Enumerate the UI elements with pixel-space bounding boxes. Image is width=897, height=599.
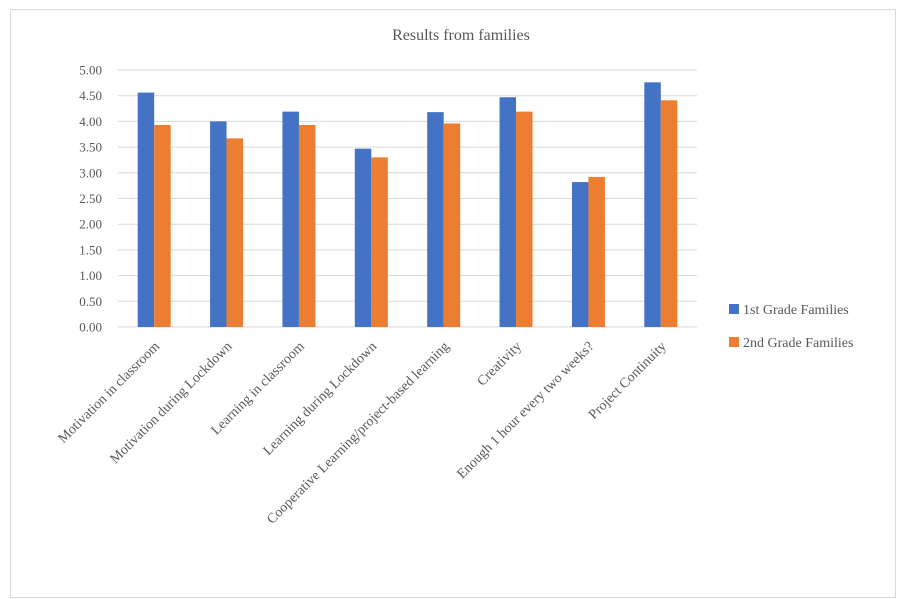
- bars: [137, 82, 678, 328]
- bar-series-2: [298, 124, 316, 327]
- y-axis-tick-labels: 0.00 0.50 1.00 1.50 2.00 2.50 3.00 3.50 4.00 4.50…: [79, 63, 102, 335]
- y-tick-label: 2.50: [79, 191, 102, 206]
- y-tick-label: 4.50: [79, 88, 102, 103]
- x-category-label: Motivation during Lockdown: [108, 339, 236, 467]
- y-tick-label: 4.00: [79, 114, 102, 129]
- bar-series-2: [226, 138, 244, 327]
- bar-series-2: [516, 111, 533, 327]
- y-tick-label: 1.00: [79, 268, 102, 283]
- bar-series-2: [154, 124, 171, 327]
- x-category-label: Project Continuity: [586, 339, 669, 422]
- y-tick-label: 2.00: [79, 217, 102, 232]
- y-tick-label: 5.00: [79, 63, 102, 78]
- legend-swatch: [729, 337, 739, 347]
- gridlines: [118, 69, 697, 328]
- bar-series-2: [443, 123, 461, 328]
- bar-series-2: [588, 176, 605, 327]
- bar-series-1: [354, 148, 372, 327]
- bar-series-1: [282, 111, 299, 327]
- legend-label: 1st Grade Families: [743, 303, 849, 318]
- x-category-label: Creativity: [475, 339, 525, 389]
- y-tick-label: 3.50: [79, 140, 102, 155]
- chart-title: Results from families: [392, 27, 530, 44]
- bar-series-2: [660, 100, 678, 328]
- bar-series-2: [371, 157, 388, 327]
- bar-series-1: [644, 82, 661, 327]
- legend-swatch: [729, 304, 739, 314]
- y-tick-label: 1.50: [79, 242, 102, 257]
- legend: 1st Grade Families 2nd Grade Families: [729, 303, 853, 351]
- x-category-label: Enough 1 hour every two weeks?: [454, 339, 597, 482]
- y-tick-label: 0.50: [79, 294, 102, 309]
- bar-series-1: [137, 92, 155, 327]
- y-tick-label: 0.00: [79, 320, 102, 335]
- bar-series-1: [427, 112, 444, 327]
- bar-series-1: [499, 97, 517, 327]
- bar-series-1: [210, 121, 227, 328]
- bar-series-1: [571, 182, 589, 327]
- y-tick-label: 3.00: [79, 165, 102, 180]
- legend-label: 2nd Grade Families: [743, 336, 853, 351]
